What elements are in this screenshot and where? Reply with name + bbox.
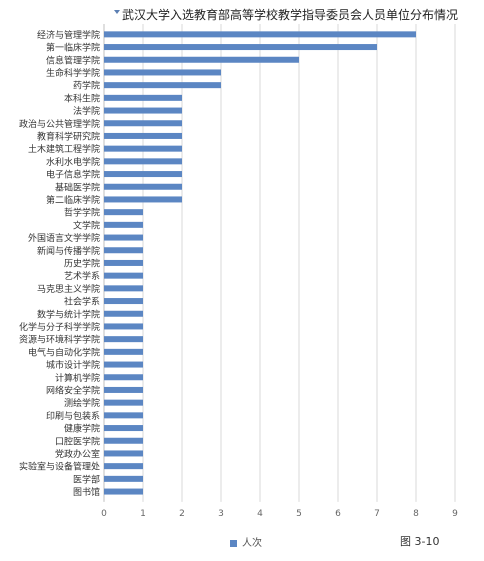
bar: [104, 272, 143, 279]
bar: [104, 361, 143, 368]
category-label: 基础医学院: [55, 181, 100, 193]
category-label: 本科生院: [64, 92, 100, 104]
bar: [104, 386, 143, 393]
bar: [104, 412, 143, 419]
category-label: 社会学系: [64, 296, 100, 308]
bar: [104, 120, 182, 127]
x-tick-label: 2: [179, 509, 185, 519]
bar: [104, 44, 377, 51]
x-tick-label: 5: [296, 509, 302, 519]
x-tick-label: 1: [140, 509, 146, 519]
bar: [104, 94, 182, 101]
bar: [104, 209, 143, 216]
category-label: 网络安全学院: [46, 384, 100, 396]
bar: [104, 298, 143, 305]
bar: [104, 234, 143, 241]
x-tick-label: 4: [257, 509, 263, 519]
bar: [104, 450, 143, 457]
category-label: 医学部: [73, 473, 100, 485]
bar: [104, 336, 143, 343]
bar: [104, 69, 221, 76]
category-label: 文学院: [73, 219, 100, 231]
bar: [104, 437, 143, 444]
category-label: 电气与自动化学院: [28, 346, 100, 358]
category-label: 图书馆: [73, 486, 100, 498]
bar: [104, 475, 143, 482]
category-label: 口腔医学院: [55, 435, 100, 447]
bar: [104, 221, 143, 228]
bar: [104, 56, 299, 63]
bar: [104, 145, 182, 152]
bar: [104, 488, 143, 495]
category-label: 电子信息学院: [46, 169, 100, 181]
bar: [104, 425, 143, 432]
category-label: 数学与统计学院: [37, 308, 100, 320]
x-tick-label: 6: [335, 509, 341, 519]
category-label: 马克思主义学院: [37, 283, 100, 295]
category-label: 资源与环境科学学院: [19, 334, 100, 346]
bar: [104, 132, 182, 139]
category-label: 测绘学院: [64, 397, 100, 409]
bar: [104, 310, 143, 317]
category-label: 历史学院: [64, 257, 100, 269]
category-label: 印刷与包装系: [46, 410, 100, 422]
bar: [104, 285, 143, 292]
x-tick-label: 7: [374, 509, 380, 519]
category-label: 法学院: [73, 105, 100, 117]
category-label: 水利水电学院: [46, 156, 100, 168]
legend-label: 人次: [242, 538, 262, 549]
category-label: 信息管理学院: [46, 54, 100, 66]
legend: 人次: [230, 534, 262, 549]
bar: [104, 107, 182, 114]
category-label: 实验室与设备管理处: [19, 461, 100, 473]
category-label: 艺术学系: [64, 270, 100, 282]
bar: [104, 247, 143, 254]
category-label: 第一临床学院: [46, 42, 100, 54]
bar: [104, 348, 143, 355]
legend-swatch: [230, 540, 237, 547]
chart-title: 武汉大学入选教育部高等学校教学指导委员会人员单位分布情况: [122, 8, 459, 22]
x-tick-label: 8: [413, 509, 419, 519]
bar: [104, 183, 182, 190]
category-label: 政治与公共管理学院: [19, 118, 100, 130]
category-label: 党政办公室: [55, 448, 100, 460]
category-label: 生命科学学院: [46, 67, 100, 79]
category-label: 新闻与传播学院: [37, 245, 100, 257]
figure-label: 图 3-10: [400, 535, 440, 548]
bar: [104, 171, 182, 178]
category-label: 哲学学院: [64, 207, 100, 219]
category-label: 药学院: [73, 80, 100, 92]
x-tick-label: 3: [218, 509, 224, 519]
bar: [104, 196, 182, 203]
bar: [104, 259, 143, 266]
bar: [104, 463, 143, 470]
category-label: 外国语言文学学院: [28, 232, 100, 244]
category-label: 化学与分子科学学院: [19, 321, 100, 333]
title-marker-icon: [114, 10, 120, 14]
bar: [104, 374, 143, 381]
category-label: 土木建筑工程学院: [28, 143, 100, 155]
bar: [104, 399, 143, 406]
bar: [104, 158, 182, 165]
category-label: 计算机学院: [55, 372, 100, 384]
bar: [104, 323, 143, 330]
category-label: 健康学院: [64, 423, 100, 435]
bar: [104, 31, 416, 38]
category-label: 城市设计学院: [46, 359, 100, 371]
bar: [104, 82, 221, 89]
category-label: 教育科学研究院: [37, 130, 100, 142]
x-tick-label: 0: [101, 509, 107, 519]
category-label: 第二临床学院: [46, 194, 100, 206]
x-tick-label: 9: [452, 509, 458, 519]
category-label: 经济与管理学院: [37, 29, 100, 41]
